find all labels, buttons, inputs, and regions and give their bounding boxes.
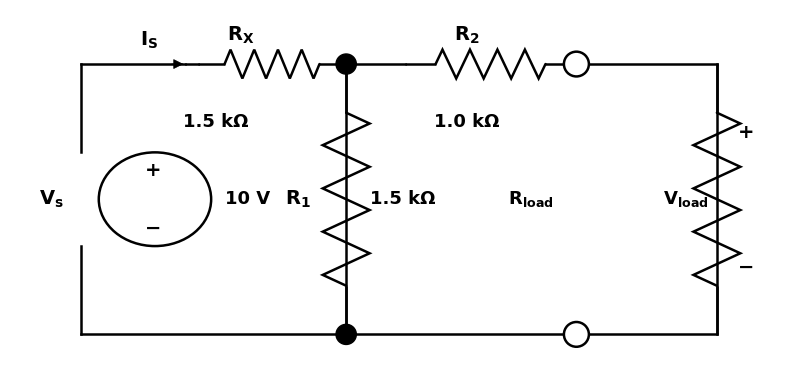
Text: −: −	[738, 258, 755, 277]
Text: V$_\mathbf{load}$: V$_\mathbf{load}$	[663, 189, 708, 209]
Text: 1.5 kΩ: 1.5 kΩ	[369, 190, 435, 208]
Text: +: +	[145, 161, 162, 180]
Text: R$_\mathbf{load}$: R$_\mathbf{load}$	[508, 189, 553, 209]
Text: I$_\mathbf{S}$: I$_\mathbf{S}$	[141, 30, 159, 51]
Text: −: −	[145, 219, 162, 238]
Ellipse shape	[564, 52, 589, 76]
Text: R$_\mathbf{1}$: R$_\mathbf{1}$	[285, 188, 311, 210]
Text: 1.0 kΩ: 1.0 kΩ	[434, 113, 499, 131]
Text: R$_\mathbf{X}$: R$_\mathbf{X}$	[227, 25, 255, 46]
Text: 1.5 kΩ: 1.5 kΩ	[183, 113, 248, 131]
Text: R$_\mathbf{2}$: R$_\mathbf{2}$	[454, 25, 479, 46]
Text: V$_\mathbf{s}$: V$_\mathbf{s}$	[39, 188, 64, 210]
Text: 10 V: 10 V	[226, 190, 270, 208]
Text: +: +	[738, 123, 755, 142]
Ellipse shape	[564, 322, 589, 347]
Ellipse shape	[336, 54, 356, 74]
Ellipse shape	[336, 324, 356, 344]
